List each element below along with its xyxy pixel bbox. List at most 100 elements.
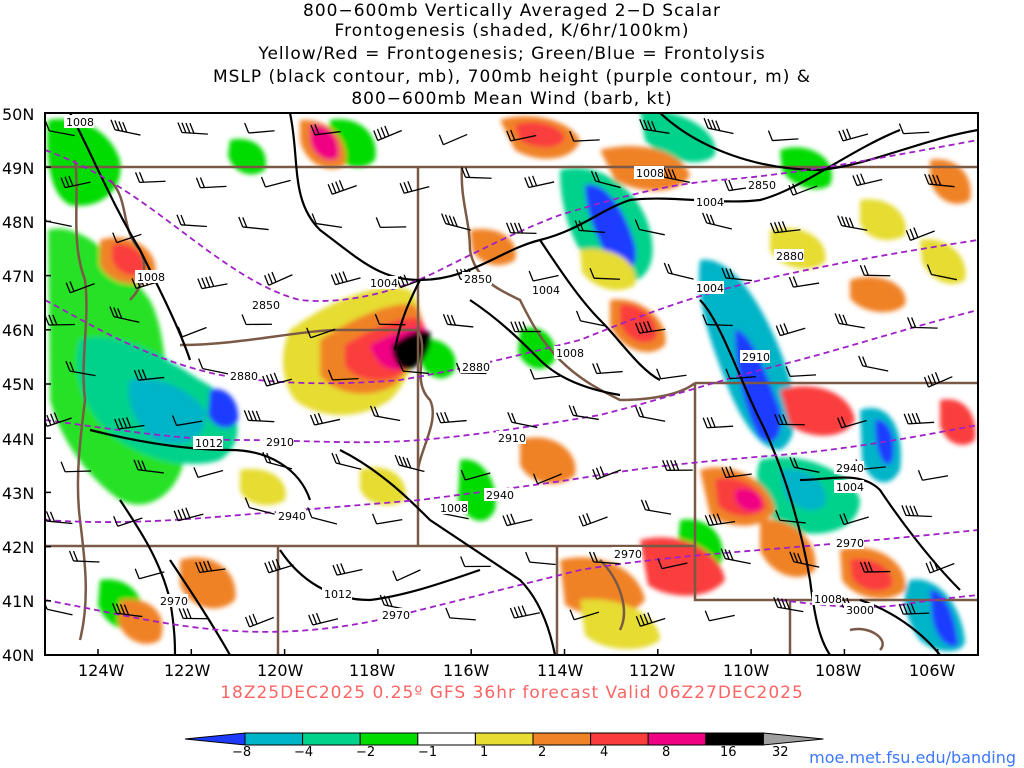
wind-barb xyxy=(702,212,733,230)
colorbar-swatch xyxy=(302,732,361,746)
colorbar-swatch xyxy=(359,732,419,746)
lon-label-118w: 118W xyxy=(349,661,396,680)
wind-barb xyxy=(789,551,820,568)
svg-text:1008: 1008 xyxy=(137,271,165,284)
colorbar-label: 2 xyxy=(538,745,547,760)
colorbar-swatch xyxy=(705,732,764,746)
wind-barb xyxy=(436,411,467,424)
wind-barb xyxy=(65,281,95,294)
colorbar-label: −1 xyxy=(418,745,438,760)
colorbar-label: 1 xyxy=(480,745,489,760)
height-label: 2940 xyxy=(484,488,514,502)
svg-text:1012: 1012 xyxy=(324,588,352,601)
wind-barb xyxy=(507,412,538,429)
wind-barb xyxy=(834,313,865,329)
wind-barb xyxy=(111,603,143,618)
wind-barb xyxy=(656,368,687,380)
height-label: 2850 xyxy=(250,298,280,312)
wind-barb xyxy=(45,412,72,427)
wind-barb xyxy=(702,416,734,429)
wind-barb xyxy=(898,603,930,615)
wind-barb xyxy=(60,175,91,189)
wind-barb xyxy=(193,467,224,479)
colorbar-arrow-left xyxy=(184,732,246,746)
height-label: 2910 xyxy=(740,350,770,364)
lon-label-120w: 120W xyxy=(257,661,304,680)
wind-barb xyxy=(532,473,562,485)
wind-barb xyxy=(308,612,339,626)
map-frame xyxy=(44,112,979,656)
lon-label-124w: 124W xyxy=(78,661,125,680)
lon-label-116w: 116W xyxy=(443,661,490,680)
svg-text:1008: 1008 xyxy=(66,116,94,129)
mslp-label: 1004 xyxy=(694,281,724,295)
mslp-label: 1004 xyxy=(834,480,864,494)
svg-text:1004: 1004 xyxy=(696,282,724,295)
colorbar-swatch xyxy=(590,732,649,746)
wind-barb xyxy=(905,227,935,242)
wind-barb xyxy=(177,122,208,135)
height-label: 2850 xyxy=(746,178,776,192)
wind-barb xyxy=(113,516,143,527)
wind-barb xyxy=(524,175,555,189)
svg-text:2910: 2910 xyxy=(742,351,770,364)
svg-text:2940: 2940 xyxy=(836,462,864,475)
wind-barb xyxy=(592,466,622,480)
mslp-label: 1004 xyxy=(368,276,398,290)
wind-barb xyxy=(775,510,806,524)
lat-label-43n: 43N xyxy=(2,484,35,503)
lon-label-122w: 122W xyxy=(164,661,211,680)
wind-barb xyxy=(657,558,688,570)
height-label: 2880 xyxy=(460,360,490,374)
colorbar-swatch xyxy=(244,732,304,746)
wind-barb xyxy=(331,452,362,470)
wind-barb xyxy=(372,513,403,525)
wind-barb xyxy=(241,314,273,326)
wind-barb xyxy=(569,609,600,621)
wind-barb xyxy=(721,267,752,282)
wind-barb xyxy=(788,276,820,288)
height-label: 2880 xyxy=(228,369,258,383)
wind-barb xyxy=(133,459,164,474)
svg-text:3000: 3000 xyxy=(846,604,874,617)
wind-barb xyxy=(510,321,541,333)
svg-text:2910: 2910 xyxy=(266,436,294,449)
lon-label-114w: 114W xyxy=(537,661,584,680)
geographic-boundaries xyxy=(45,159,978,655)
colorbar-arrow-right xyxy=(762,732,824,746)
height-label: 2970 xyxy=(834,536,864,550)
wind-barb xyxy=(837,215,868,231)
svg-text:1004: 1004 xyxy=(532,284,560,297)
run-info-label: 18Z25DEC2025 0.25º GFS 36hr forecast Val… xyxy=(220,683,804,703)
mslp-label: 1008 xyxy=(438,501,468,515)
svg-text:1012: 1012 xyxy=(195,437,223,450)
source-url[interactable]: moe.met.fsu.edu/banding xyxy=(809,748,1016,767)
lon-label-112w: 112W xyxy=(629,661,676,680)
title-line-3: Yellow/Red = Frontogenesis; Green/Blue =… xyxy=(258,44,766,64)
lat-label-50n: 50N xyxy=(2,105,35,124)
wind-barb xyxy=(663,262,694,280)
wind-barb xyxy=(306,327,336,339)
wind-barb xyxy=(859,264,891,277)
wind-barb xyxy=(634,219,665,236)
mslp-label: 1008 xyxy=(812,592,842,606)
height-label: 2880 xyxy=(774,249,804,263)
wind-barb xyxy=(789,456,820,473)
wind-barb xyxy=(460,167,492,179)
svg-text:2970: 2970 xyxy=(382,609,410,622)
frontogenesis-shading xyxy=(47,113,976,652)
wind-barb xyxy=(195,560,226,574)
wind-barb xyxy=(392,569,421,582)
lat-label-41n: 41N xyxy=(2,592,35,611)
wind-barb xyxy=(238,216,269,231)
wind-barb xyxy=(171,415,203,427)
wind-barb xyxy=(528,270,559,282)
wind-barb xyxy=(133,369,165,381)
wind-barb xyxy=(373,125,403,142)
colorbar-label: −8 xyxy=(232,745,252,760)
wind-barb xyxy=(65,360,96,377)
wind-barb xyxy=(262,451,293,470)
svg-text:2850: 2850 xyxy=(252,299,280,312)
height-label: 2910 xyxy=(496,431,526,445)
wind-barb xyxy=(590,170,621,189)
